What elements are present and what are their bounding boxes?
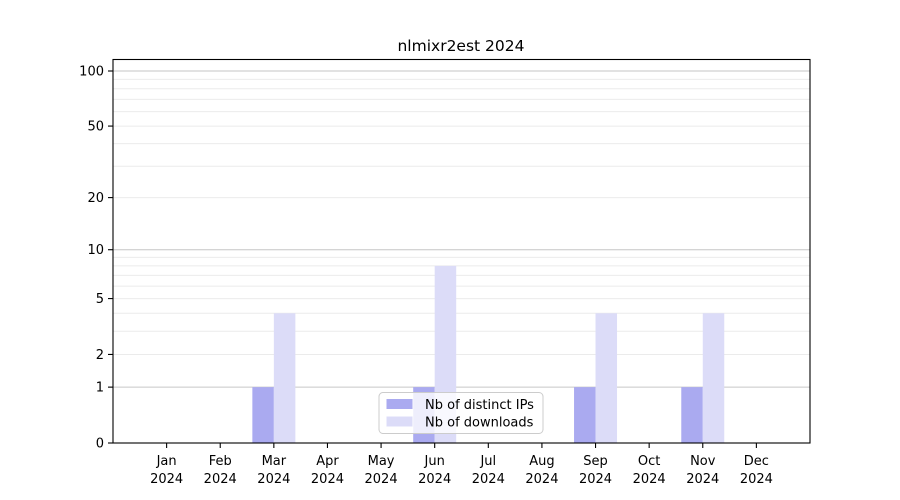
x-tick-label-month: Jul: [479, 454, 496, 469]
x-tick-label-month: Dec: [744, 454, 769, 469]
legend: Nb of distinct IPs Nb of downloads: [378, 392, 544, 434]
bar-distinct-ips-sep: [574, 387, 596, 443]
x-tick-label-month: Feb: [209, 454, 232, 469]
bar-distinct-ips-mar: [252, 387, 274, 443]
x-tick-label-year: 2024: [150, 472, 183, 487]
x-tick-label-year: 2024: [472, 472, 505, 487]
x-axis: Jan 2024 Feb 2024 Mar 2024 Apr 2024 May 2024 Jun 20…: [150, 443, 773, 487]
x-tick-label-year: 2024: [686, 472, 719, 487]
y-axis: 0 1 2 5 10 20 50 100: [79, 65, 113, 452]
x-tick-label-year: 2024: [365, 472, 398, 487]
y-tick-label: 20: [87, 191, 104, 206]
y-tick-label: 100: [79, 65, 104, 80]
y-tick-label: 50: [87, 120, 104, 135]
y-tick-label: 10: [87, 243, 104, 258]
x-tick-label-year: 2024: [740, 472, 773, 487]
bar-downloads-mar: [273, 313, 296, 443]
x-tick-label-month: Mar: [262, 454, 287, 469]
x-tick-label-month: Jan: [156, 454, 177, 469]
x-tick-label-month: Aug: [529, 454, 554, 469]
x-tick-label-month: Apr: [316, 454, 339, 469]
x-tick-label-year: 2024: [579, 472, 612, 487]
x-tick-label-year: 2024: [418, 472, 451, 487]
y-tick-label: 1: [96, 381, 104, 396]
x-tick-label-year: 2024: [633, 472, 666, 487]
legend-box: [378, 392, 544, 434]
bar-distinct-ips-nov: [681, 387, 703, 443]
y-tick-label: 5: [96, 292, 104, 307]
bar-downloads-nov: [702, 313, 725, 443]
plot-border: [112, 58, 811, 444]
x-tick-label-month: Nov: [690, 454, 716, 469]
x-tick-label-year: 2024: [257, 472, 290, 487]
x-tick-label-month: Sep: [583, 454, 608, 469]
x-tick-label-year: 2024: [311, 472, 344, 487]
y-tick-label: 2: [96, 348, 104, 363]
x-tick-label-year: 2024: [204, 472, 237, 487]
y-tick-label: 0: [96, 437, 104, 452]
bar-downloads-sep: [595, 313, 618, 443]
gridlines: [113, 70, 810, 388]
legend-label-downloads: Nb of downloads: [425, 416, 534, 431]
legend-swatch-distinct-ips: [386, 399, 413, 409]
x-tick-label-year: 2024: [525, 472, 558, 487]
chart-title: nlmixr2est 2024: [397, 37, 524, 55]
legend-label-distinct-ips: Nb of distinct IPs: [425, 398, 534, 413]
x-tick-label-month: May: [368, 454, 395, 469]
x-tick-label-month: Jun: [424, 454, 445, 469]
x-tick-label-month: Oct: [638, 454, 660, 469]
legend-swatch-downloads: [386, 416, 413, 427]
